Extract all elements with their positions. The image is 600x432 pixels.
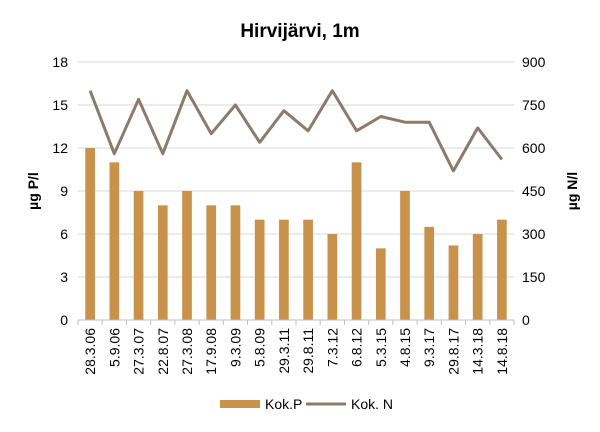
legend-label-kokn: Kok. N — [351, 396, 393, 412]
gridlines — [78, 61, 514, 278]
y-tick-label-left: 9 — [60, 183, 68, 199]
y-tick-label-right: 300 — [522, 226, 546, 242]
x-tick-label: 29.8.17 — [445, 328, 461, 375]
y-tick-label-left: 18 — [52, 54, 68, 70]
bar — [351, 162, 362, 320]
legend: Kok.P Kok. N — [220, 396, 393, 412]
y-tick-label-right: 900 — [522, 54, 546, 70]
bar — [109, 162, 120, 320]
x-tick-label: 27.3.08 — [179, 328, 195, 375]
bar — [254, 219, 265, 320]
x-tick-label: 7.3.12 — [324, 328, 340, 367]
x-tick-label: 27.3.07 — [131, 328, 147, 375]
bar — [206, 205, 217, 320]
bar — [472, 234, 483, 320]
bar — [424, 226, 435, 320]
y-axis-right-ticks: 0 150 300 450 600 750 900 — [522, 54, 546, 328]
x-tick-label: 29.3.11 — [276, 328, 292, 374]
bar — [133, 191, 144, 320]
y-tick-label-right: 600 — [522, 140, 546, 156]
bar — [230, 205, 241, 320]
x-axis-ticks: 28.3.06 5.9.06 27.3.07 22.8.07 27.3.08 17.9.0… — [82, 328, 510, 375]
axes — [77, 319, 515, 325]
bar — [497, 219, 507, 320]
bar — [303, 219, 313, 320]
bar — [448, 245, 459, 320]
x-tick-label: 9.3.17 — [421, 328, 437, 367]
bar — [157, 205, 168, 320]
chart-title: Hirvijärvi, 1m — [240, 21, 359, 42]
x-tick-label: 5.9.06 — [106, 328, 122, 367]
x-tick-label: 5.3.15 — [373, 328, 389, 367]
y-tick-label-left: 6 — [60, 226, 68, 242]
x-tick-label: 4.8.15 — [397, 328, 413, 367]
legend-swatch-kokp — [220, 400, 260, 408]
bar — [327, 234, 338, 320]
line-kok-n — [88, 89, 504, 173]
y-axis-right-title: µg N/l — [564, 172, 580, 210]
y-tick-label-left: 0 — [60, 312, 68, 328]
legend-label-kokp: Kok.P — [265, 396, 302, 412]
x-tick-label: 17.9.08 — [203, 328, 219, 375]
y-tick-label-right: 450 — [522, 183, 546, 199]
x-tick-label: 14.8.18 — [494, 328, 510, 375]
y-tick-label-right: 0 — [522, 312, 530, 328]
y-tick-label-left: 3 — [60, 269, 68, 285]
bar — [400, 191, 410, 320]
y-tick-label-left: 12 — [52, 140, 68, 156]
x-tick-label: 5.8.09 — [252, 328, 268, 367]
x-tick-label: 6.8.12 — [349, 328, 365, 367]
x-tick-label: 29.8.11 — [300, 328, 316, 374]
y-tick-label-right: 150 — [522, 269, 546, 285]
y-axis-left-title: µg P/l — [25, 172, 41, 210]
y-axis-left-ticks: 0 3 6 9 12 15 18 — [52, 54, 68, 328]
x-tick-label: 9.3.09 — [227, 328, 243, 367]
bar-series — [85, 148, 507, 320]
bar — [182, 191, 192, 320]
line-series — [88, 89, 504, 173]
x-tick-label: 22.8.07 — [155, 328, 171, 375]
x-tick-label: 14.3.18 — [470, 328, 486, 375]
x-tick-label: 28.3.06 — [82, 328, 98, 375]
bar — [279, 219, 289, 320]
y-tick-label-right: 750 — [522, 97, 546, 113]
bar — [85, 148, 95, 320]
bar — [375, 248, 386, 320]
y-tick-label-left: 15 — [52, 97, 68, 113]
